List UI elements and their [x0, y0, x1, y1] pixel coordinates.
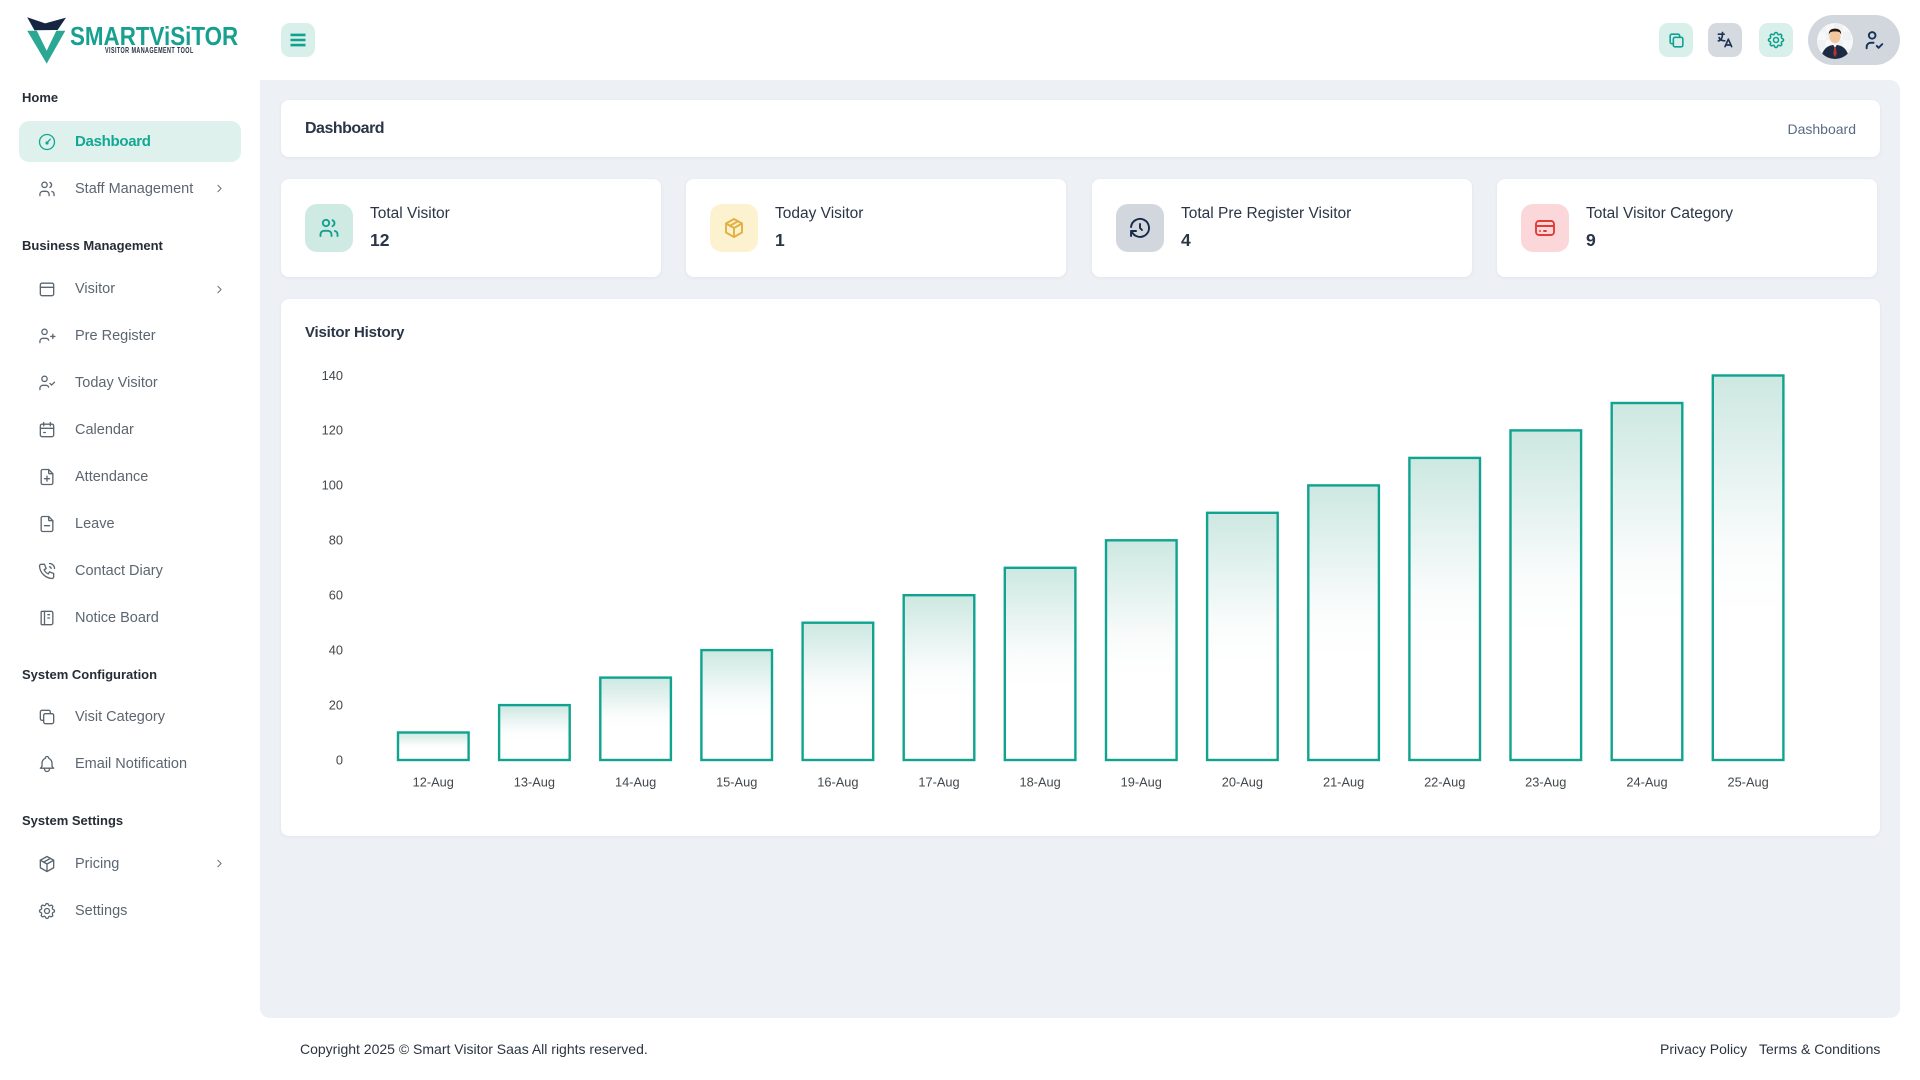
svg-text:22-Aug: 22-Aug: [1424, 775, 1465, 790]
svg-text:19-Aug: 19-Aug: [1121, 775, 1162, 790]
svg-text:120: 120: [322, 423, 343, 438]
svg-text:25-Aug: 25-Aug: [1727, 775, 1768, 790]
svg-text:24-Aug: 24-Aug: [1626, 775, 1667, 790]
svg-text:0: 0: [336, 752, 343, 767]
svg-text:40: 40: [329, 642, 343, 657]
svg-text:20: 20: [329, 697, 343, 712]
svg-text:16-Aug: 16-Aug: [817, 775, 858, 790]
svg-text:12-Aug: 12-Aug: [413, 775, 454, 790]
svg-text:17-Aug: 17-Aug: [918, 775, 959, 790]
svg-text:18-Aug: 18-Aug: [1019, 775, 1060, 790]
svg-text:80: 80: [329, 533, 343, 548]
svg-text:21-Aug: 21-Aug: [1323, 775, 1364, 790]
svg-text:14-Aug: 14-Aug: [615, 775, 656, 790]
svg-text:23-Aug: 23-Aug: [1525, 775, 1566, 790]
svg-text:15-Aug: 15-Aug: [716, 775, 757, 790]
svg-text:20-Aug: 20-Aug: [1222, 775, 1263, 790]
svg-text:13-Aug: 13-Aug: [514, 775, 555, 790]
svg-text:100: 100: [322, 478, 343, 493]
svg-text:60: 60: [329, 588, 343, 603]
svg-text:140: 140: [322, 368, 343, 383]
